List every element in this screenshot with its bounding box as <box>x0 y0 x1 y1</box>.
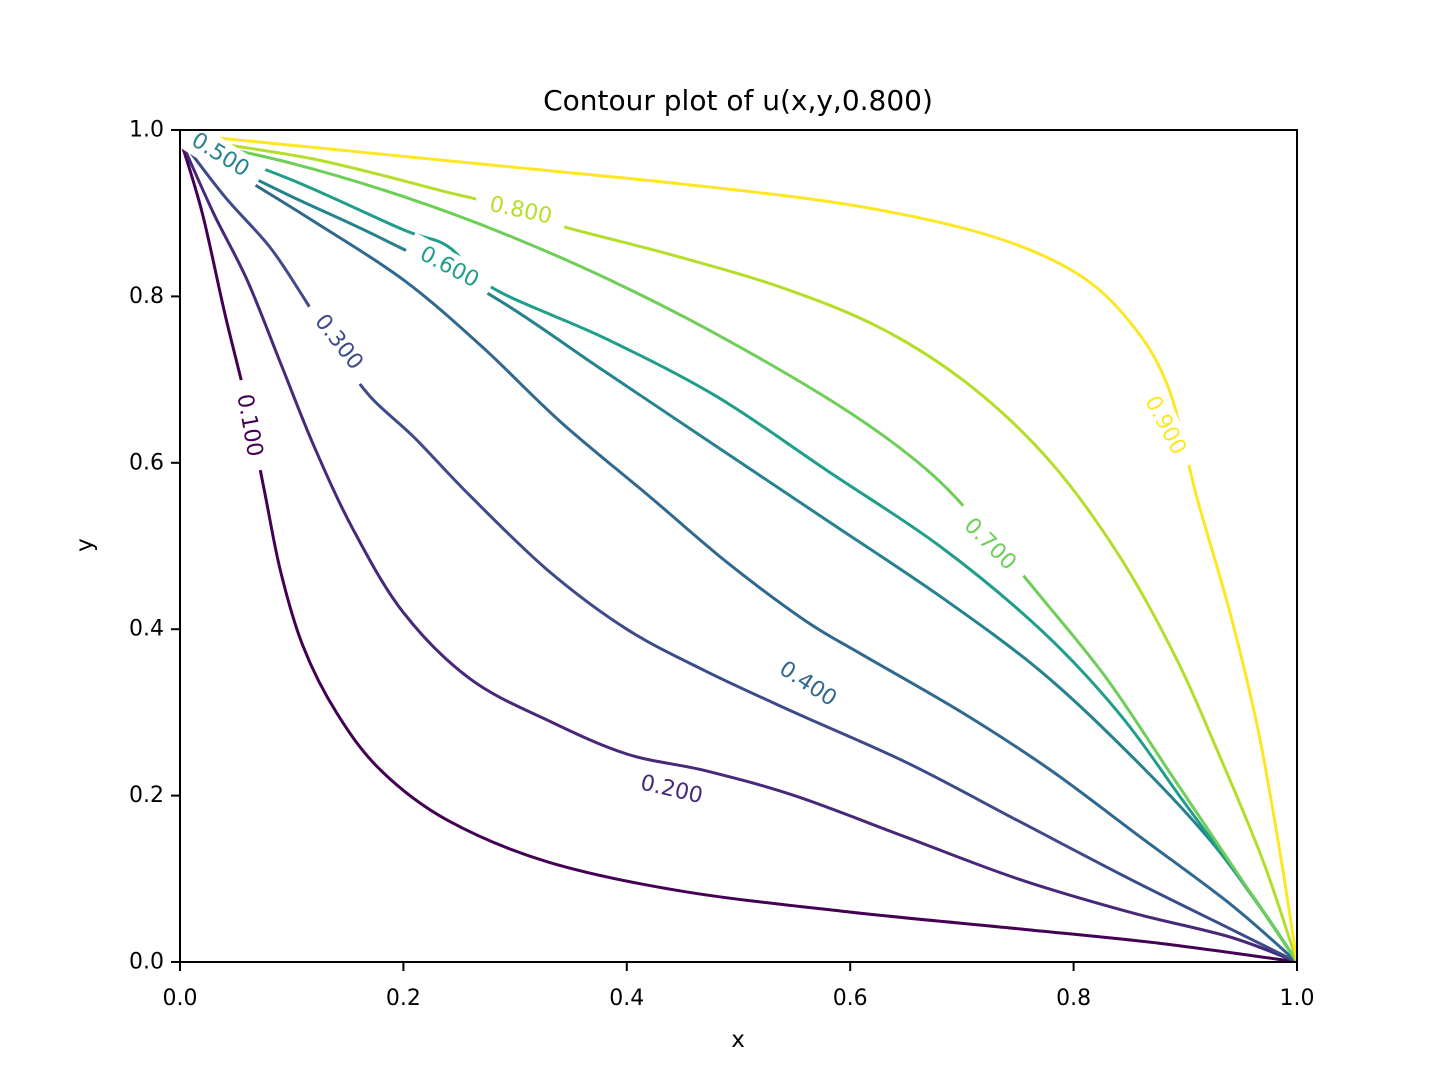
y-tick-label: 0.4 <box>129 617 164 642</box>
chart-title: Contour plot of u(x,y,0.800) <box>543 84 933 117</box>
contour-line-0.600 <box>180 136 1297 962</box>
contour-line-0.300 <box>180 137 1297 962</box>
axes-frame <box>179 129 1298 963</box>
x-tick-label: 1.0 <box>1280 986 1315 1011</box>
y-axis-label: y <box>72 538 98 552</box>
x-tick-label: 0.6 <box>833 986 868 1011</box>
y-tick-label: 1.0 <box>129 118 164 143</box>
y-tick-label: 0.2 <box>129 783 164 808</box>
x-axis-ticks: 0.0 0.2 0.4 0.6 0.8 1.0 <box>163 962 1315 1011</box>
x-tick-label: 0.4 <box>609 986 644 1011</box>
x-tick-label: 0.2 <box>386 986 421 1011</box>
y-axis-ticks: 0.0 0.2 0.4 0.6 0.8 1.0 <box>129 118 180 975</box>
y-tick-label: 0.0 <box>129 950 164 975</box>
contour-line-0.900 <box>180 132 1297 962</box>
x-tick-label: 0.0 <box>163 986 198 1011</box>
contour-line-0.700 <box>180 136 1297 962</box>
contour-line-0.400 <box>180 137 1297 962</box>
contour-lines <box>180 132 1297 962</box>
x-tick-label: 0.8 <box>1056 986 1091 1011</box>
contour-line-0.500 <box>180 136 1297 962</box>
contour-line-0.800 <box>180 136 1297 962</box>
contour-line-0.200 <box>180 137 1297 962</box>
y-tick-label: 0.6 <box>129 450 164 475</box>
x-axis-label: x <box>731 1027 745 1053</box>
contour-line-0.100 <box>180 137 1297 962</box>
y-tick-label: 0.8 <box>129 284 164 309</box>
